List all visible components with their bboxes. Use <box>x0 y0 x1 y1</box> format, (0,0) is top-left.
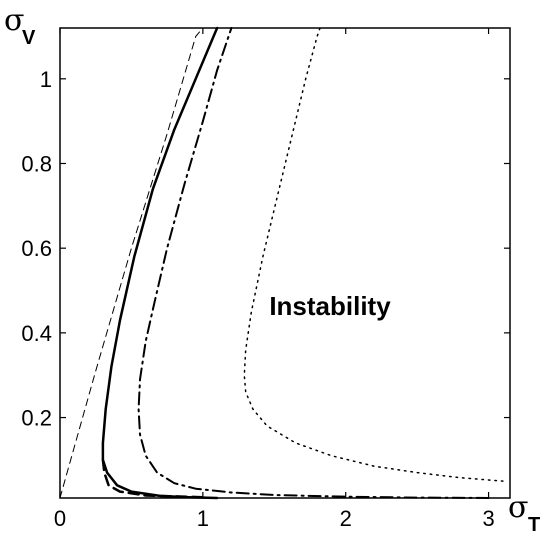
y-axis-label-symbol: σ <box>4 3 24 38</box>
x-axis-label-symbol: σ <box>508 490 528 525</box>
y-axis-label-subscript: V <box>22 27 36 49</box>
x-axis-label: σ T <box>508 490 540 536</box>
curves-layer <box>59 26 504 500</box>
series-line-2-dashed-thick <box>101 458 205 499</box>
series-line-3-dash-dot <box>137 27 490 499</box>
x-tick-label: 3 <box>482 506 494 531</box>
y-tick-label: 0.2 <box>21 406 52 431</box>
x-tick-label: 2 <box>340 506 352 531</box>
annotation-instability: Instability <box>269 291 391 321</box>
y-axis-label: σ V <box>4 3 36 49</box>
x-axis-label-subscript: T <box>528 514 540 536</box>
y-tick-label: 1 <box>40 67 52 92</box>
plot-frame <box>59 27 511 499</box>
series-line-0-dashed-thin <box>59 27 204 499</box>
series-line-4-dotted <box>243 27 504 482</box>
series-line-1-solid <box>101 26 219 500</box>
ticks-layer: 0 1 2 3 0.2 0.4 0.6 0.8 1 <box>21 28 510 531</box>
x-tick-label: 1 <box>197 506 209 531</box>
y-tick-label: 0.4 <box>21 321 52 346</box>
y-tick-label: 0.6 <box>21 236 52 261</box>
y-tick-label: 0.8 <box>21 151 52 176</box>
x-tick-label: 0 <box>54 506 66 531</box>
